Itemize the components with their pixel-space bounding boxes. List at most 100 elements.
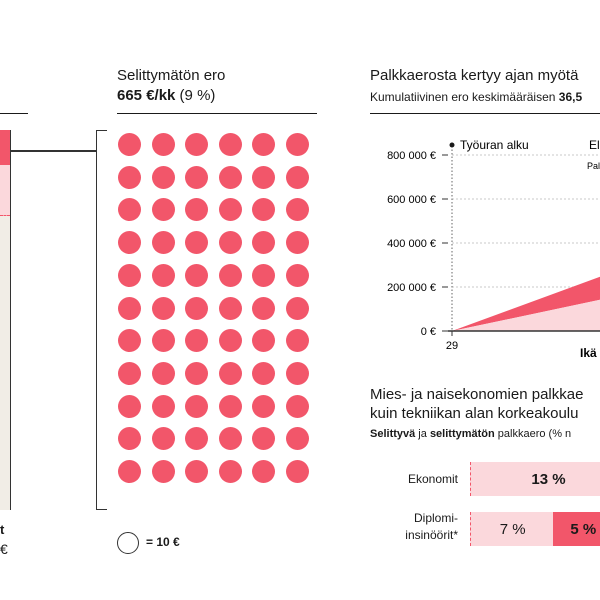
value-dot [218,133,242,156]
value-dot [118,231,141,255]
value-dot [252,133,276,156]
connector-line [10,150,96,152]
bar-unexplained: 5 % [553,512,600,546]
line-chart-title: Palkkaerosta kertyy ajan myötä [370,67,579,84]
y-tick-label: 600 000 € [387,194,436,206]
value-dot [185,361,209,385]
value-dot [151,231,175,255]
left-bar-unexplained [0,130,10,165]
bar-title-1: Mies- ja naisekonomien palkkae [370,386,584,403]
value-dot [218,198,242,222]
value-dot [151,427,175,451]
y-tick-label: 0 € [421,326,436,338]
dots-percent: (9 %) [175,87,216,104]
value-dot [151,133,175,156]
value-dot [252,329,276,353]
value-dot [118,296,141,320]
value-dot [118,394,141,418]
left-bar-frame [0,130,11,510]
bar-subtitle-mid: ja [415,428,430,440]
left-top-rule [0,113,28,114]
bar-subtitle-bold2: selittymätön [429,428,495,440]
bar-category-label: Ekonomit [407,472,458,486]
legend-dot [117,532,139,554]
bar-category-label: Diplomi-insinöörit* [405,511,458,542]
bar-title-2: kuin tekniikan alan korkeakoulu [370,405,579,422]
dots-value: 665 €/kk [117,87,176,104]
bar-subtitle-rest: palkkaero (% n [494,428,572,440]
x-axis-label: Ikä [580,346,597,360]
value-dot [185,329,209,353]
line-chart-svg: 0 € 200 000 € 400 000 € 600 000 € 800 000 € T… [387,138,600,360]
value-dot [151,460,175,483]
value-dot [151,361,175,385]
value-dot [252,361,276,385]
value-dot [118,198,141,222]
value-dot [286,296,309,320]
value-dot [218,460,242,483]
value-dot [286,198,309,222]
value-dot [185,165,209,189]
line-chart-subtitle: Kumulatiivinen ero keskimääräisen 36,5 [370,90,582,104]
value-dot [151,165,175,189]
value-dot [286,460,309,483]
value-dot [218,231,242,255]
value-dot [218,263,242,287]
line-top-rule [370,113,600,114]
value-dot [286,133,309,156]
value-dot [118,165,141,189]
y-tick-label: 800 000 € [387,150,436,162]
y-tick-label: 400 000 € [387,238,436,250]
value-dot [286,231,309,255]
value-dot [185,296,209,320]
value-dot [185,427,209,451]
bar-explained: 7 % [470,512,555,546]
value-dot [118,427,141,451]
value-dot [286,427,309,451]
dots-value-line: 665 €/kk (9 %) [117,87,215,104]
start-annotation: Työuran alku [460,138,529,152]
value-dot [286,329,309,353]
right-annotation-sub: Palk [587,161,600,171]
dots-top-rule [117,113,317,114]
value-dot [252,460,276,483]
value-dot [218,165,242,189]
value-dot [151,198,175,222]
value-dot [151,263,175,287]
x-tick-label: 29 [446,340,458,352]
dots-bracket [96,130,107,510]
right-annotation: El [589,138,600,152]
value-dot [185,263,209,287]
value-dot [218,296,242,320]
dots-title: Selittymätön ero [117,67,226,84]
line-subtitle-bold: 36,5 [558,90,583,104]
value-dot [218,329,242,353]
value-dot [151,329,175,353]
value-dot [252,165,276,189]
value-dot [185,460,209,483]
legend-text: = 10 € [146,535,180,549]
left-bar-explained [0,165,10,216]
left-label-2: € [0,541,8,557]
value-dot [151,296,175,320]
value-dot [252,296,276,320]
value-dot [252,198,276,222]
value-dot [118,263,141,287]
value-dot [286,394,309,418]
value-dot [252,263,276,287]
value-dot [252,231,276,255]
y-tick-label: 200 000 € [387,282,436,294]
value-dot [185,133,209,156]
value-dot [185,198,209,222]
value-dot [286,165,309,189]
value-dot [118,361,141,385]
bar-subtitle: Selittyvä ja selittymätön palkkaero (% n [370,428,571,440]
value-dot [118,329,141,353]
value-dot [185,394,209,418]
value-dot [185,231,209,255]
value-dot [218,361,242,385]
value-dot [252,427,276,451]
value-dot [118,460,141,483]
value-dot [218,394,242,418]
value-dot [252,394,276,418]
